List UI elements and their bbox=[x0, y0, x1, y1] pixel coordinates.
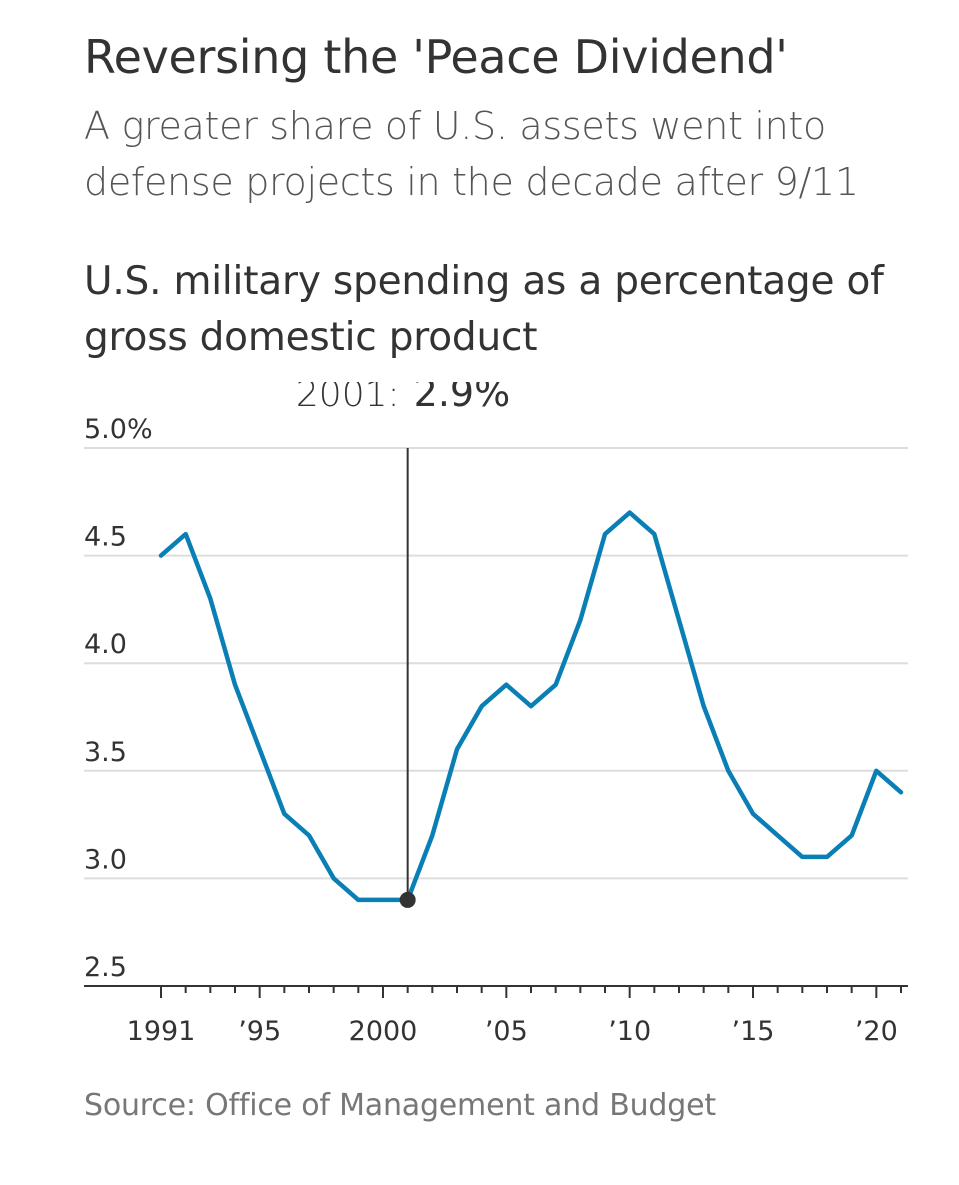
annotation-marker bbox=[399, 891, 416, 908]
y-tick-label: 2.5 bbox=[84, 952, 127, 983]
y-tick-label: 4.5 bbox=[84, 522, 127, 553]
y-tick-label: 3.5 bbox=[84, 737, 127, 768]
series-line bbox=[158, 510, 904, 903]
x-tick-label: ’05 bbox=[485, 1016, 528, 1047]
x-tick-label: ’10 bbox=[608, 1016, 651, 1047]
x-tick-label: 2000 bbox=[349, 1016, 418, 1047]
y-tick-label: 3.0 bbox=[84, 844, 127, 875]
x-tick-label: ’95 bbox=[238, 1016, 281, 1047]
x-tick-label: 1991 bbox=[127, 1016, 196, 1047]
annotation-label: 2001: bbox=[296, 374, 400, 415]
chart-subtitle: A greater share of U.S. assets went into… bbox=[84, 104, 859, 204]
chart-headline: Reversing the 'Peace Dividend' bbox=[84, 30, 788, 84]
source-note: Source: Office of Management and Budget bbox=[84, 1088, 716, 1123]
x-tick-label: ’20 bbox=[855, 1016, 898, 1047]
x-tick-label: ’15 bbox=[732, 1016, 775, 1047]
annotation-value: 2.9% bbox=[414, 371, 511, 415]
chart-title: U.S. military spending as a percentage o… bbox=[84, 259, 884, 360]
y-tick-label: 4.0 bbox=[84, 629, 127, 660]
line-chart: 5.0% 4.5 4.0 3.5 3.0 2.5 1991 ’95 2000 ’05 ’10 ’15 ’… bbox=[84, 371, 908, 1047]
y-tick-label: 5.0% bbox=[84, 414, 153, 445]
